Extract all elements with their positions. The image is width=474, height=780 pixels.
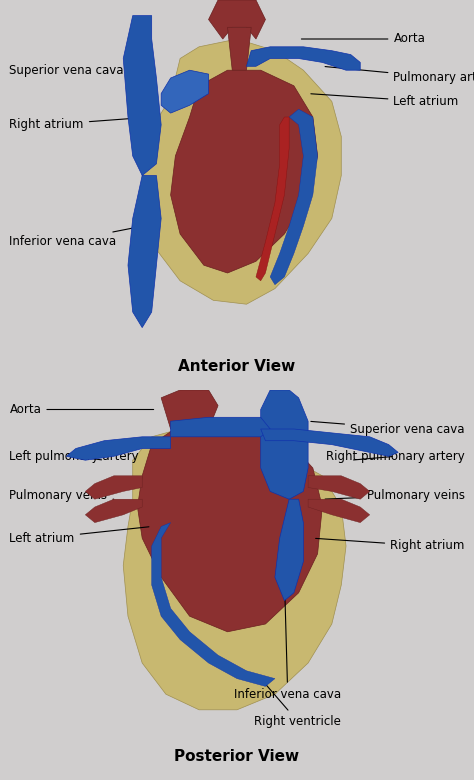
Polygon shape [261, 390, 308, 499]
Polygon shape [256, 117, 289, 281]
Polygon shape [275, 499, 303, 601]
Polygon shape [308, 476, 370, 499]
Text: Right atrium: Right atrium [9, 117, 149, 131]
Text: Posterior View: Posterior View [174, 750, 300, 764]
Polygon shape [171, 417, 270, 437]
Text: Inferior vena cava: Inferior vena cava [9, 227, 139, 248]
Polygon shape [142, 39, 341, 304]
Text: Pulmonary veins: Pulmonary veins [325, 489, 465, 502]
Text: Left pulmonary artery: Left pulmonary artery [9, 450, 139, 463]
Text: Pulmonary artery: Pulmonary artery [325, 66, 474, 84]
Text: Right ventricle: Right ventricle [255, 681, 341, 728]
Polygon shape [261, 429, 398, 456]
Text: Inferior vena cava: Inferior vena cava [234, 580, 341, 700]
Text: Left atrium: Left atrium [9, 526, 149, 544]
Polygon shape [137, 421, 322, 632]
Text: Pulmonary veins: Pulmonary veins [9, 489, 114, 502]
Text: Right atrium: Right atrium [316, 538, 465, 552]
Polygon shape [171, 70, 318, 273]
Polygon shape [123, 429, 346, 710]
Polygon shape [152, 523, 275, 686]
Text: Aorta: Aorta [301, 33, 425, 45]
Polygon shape [246, 47, 360, 70]
Text: Superior vena cava: Superior vena cava [9, 64, 139, 76]
Polygon shape [66, 437, 171, 460]
Polygon shape [209, 0, 265, 39]
Text: Left atrium: Left atrium [311, 94, 459, 108]
Text: Superior vena cava: Superior vena cava [311, 421, 465, 435]
Text: Aorta: Aorta [9, 403, 154, 416]
Polygon shape [161, 390, 218, 429]
Polygon shape [85, 476, 142, 499]
Polygon shape [85, 499, 142, 523]
Polygon shape [308, 499, 370, 523]
Text: Right pulmonary artery: Right pulmonary artery [326, 450, 465, 463]
Text: Anterior View: Anterior View [178, 360, 296, 374]
Polygon shape [161, 70, 209, 113]
Polygon shape [270, 109, 318, 285]
Polygon shape [123, 16, 161, 176]
Polygon shape [128, 176, 161, 328]
Polygon shape [228, 27, 251, 70]
